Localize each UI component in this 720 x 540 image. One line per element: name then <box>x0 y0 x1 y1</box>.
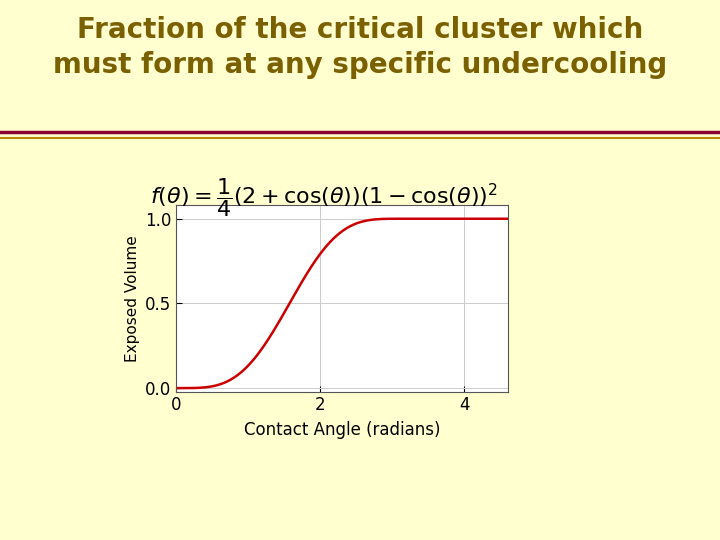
Y-axis label: Exposed Volume: Exposed Volume <box>125 235 140 362</box>
X-axis label: Contact Angle (radians): Contact Angle (radians) <box>244 421 440 440</box>
Text: Fraction of the critical cluster which
must form at any specific undercooling: Fraction of the critical cluster which m… <box>53 16 667 79</box>
Text: $f(\theta) = \dfrac{1}{4}(2+\cos(\theta))(1-\cos(\theta))^2$: $f(\theta) = \dfrac{1}{4}(2+\cos(\theta)… <box>150 176 498 219</box>
